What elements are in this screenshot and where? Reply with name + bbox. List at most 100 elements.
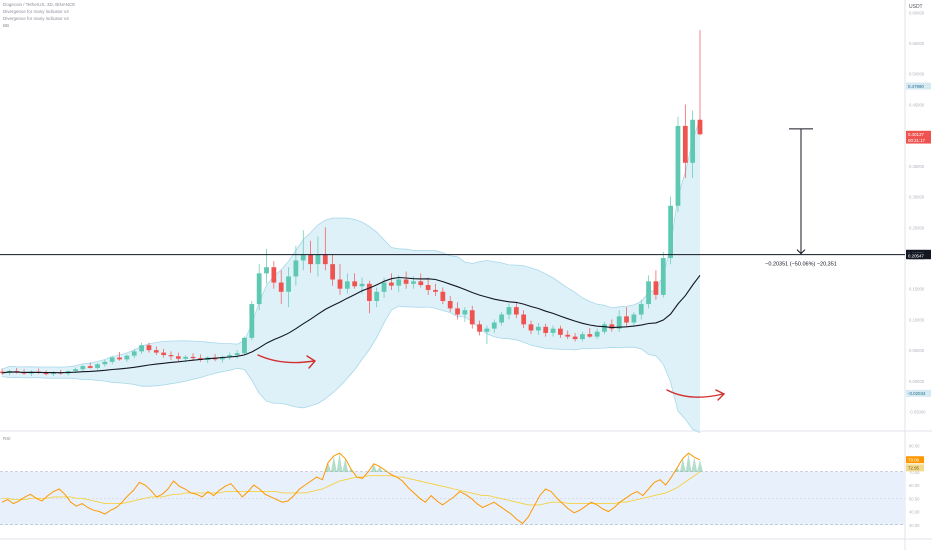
candle-body [425,285,431,290]
candle-body [278,282,284,292]
rsi-axis-tick: 50.00 [909,496,920,501]
candle-body [411,281,416,284]
candle-body [447,301,453,309]
price-axis-tick: 0.15000 [909,287,925,292]
candle-body [638,304,644,315]
candle-body [499,314,505,323]
rsi-axis-tick: 90.00 [909,443,920,448]
measurement-label: −0.20351 (−50.06%) −20,351 [765,262,837,268]
candle-body [190,356,196,359]
candle-body [440,291,446,301]
rsi-title: RSI [3,436,11,441]
candle-body [506,307,512,315]
indicator-label-3: BB [3,23,10,28]
price-label: 00:21:17 [908,138,926,143]
price-label: 0.47990 [908,84,924,89]
candle-body [521,314,527,325]
candle-body [513,307,519,315]
candle-body [565,334,571,337]
candle-body [455,308,460,315]
indicator-label-2: Divergence for many indicator v4 [3,16,69,21]
candle-body [403,279,409,284]
candle-body [337,279,343,289]
candle-body [550,328,556,333]
candle-body [594,331,600,337]
candle-body [682,125,688,163]
candle-body [109,357,115,362]
candle-body [462,310,468,315]
rsi-line [1,452,701,525]
candle-body [484,328,490,332]
candle-body [366,283,372,301]
candle-body [646,281,651,305]
candle-body [73,369,78,372]
candle-body [359,283,365,287]
price-axis-tick: 0.00000 [909,379,925,384]
candle-body [242,337,247,354]
candle-body [43,372,49,375]
candle-body [102,361,108,365]
candle-body [374,291,380,301]
currency-label: USDT [909,4,923,10]
price-label-tag [906,136,931,144]
rsi-axis-tick: 40.00 [909,510,920,515]
price-axis-tick: 0.25000 [909,225,925,230]
rsi-value-tag [906,456,924,464]
candle-body [697,119,703,135]
candle-body [139,345,144,352]
candle-body [95,364,100,368]
candle-body [0,371,5,373]
rsi-value-label: 79.09 [908,458,920,463]
price-label-tag [906,130,931,138]
candle-body [690,119,696,163]
rsi-ma-line [2,471,701,506]
candle-body [609,324,615,329]
candle-body [322,254,328,265]
candle-body [624,316,629,323]
rsi-axis-tick: 70.00 [909,470,920,475]
candle-body [491,322,497,329]
hand-drawn-arrowhead-icon [306,355,317,369]
hand-drawn-arrow-icon [666,389,724,398]
price-label-tag [906,389,931,397]
bollinger-band-fill [2,118,700,433]
price-axis-tick: 0.05000 [909,348,925,353]
candle-body [675,125,681,206]
rsi-overbought-fill [325,453,703,472]
chart-title: Dogecoin / TetherUS, 3D, BINANCE [3,2,76,7]
candle-body [315,254,321,265]
candle-body [433,289,438,292]
candle-body [131,351,137,356]
price-axis-tick: 0.10000 [909,317,925,322]
candle-body [117,357,122,360]
price-label: -0.02034 [908,391,926,396]
candle-body [300,254,306,261]
candle-body [286,276,291,292]
price-axis-tick: 0.60000 [909,10,925,15]
candle-body [146,345,152,351]
candle-body [381,282,387,292]
candle-body [535,326,541,331]
rsi-axis-tick: 30.00 [909,523,920,528]
candle-body [469,310,475,325]
price-axis-tick: 0.35000 [909,164,925,169]
candle-body [580,334,585,340]
candle-body [256,273,262,305]
candle-body [528,324,534,331]
candle-body [220,356,225,360]
candle-body [264,267,269,274]
candle-body [660,258,666,295]
candle-body [558,328,563,335]
candle-body [653,281,659,295]
price-axis-tick: 0.50000 [909,72,925,77]
candle-body [234,353,240,356]
candle-body [344,281,350,289]
price-axis-tick: -0.05000 [909,410,926,415]
measure-arrow-icon [796,249,806,255]
hand-drawn-arrow-icon [257,354,315,364]
candle-body [80,366,86,370]
candle-body [572,336,578,340]
candle-body [352,281,358,287]
hand-drawn-arrowhead-icon [715,389,726,401]
